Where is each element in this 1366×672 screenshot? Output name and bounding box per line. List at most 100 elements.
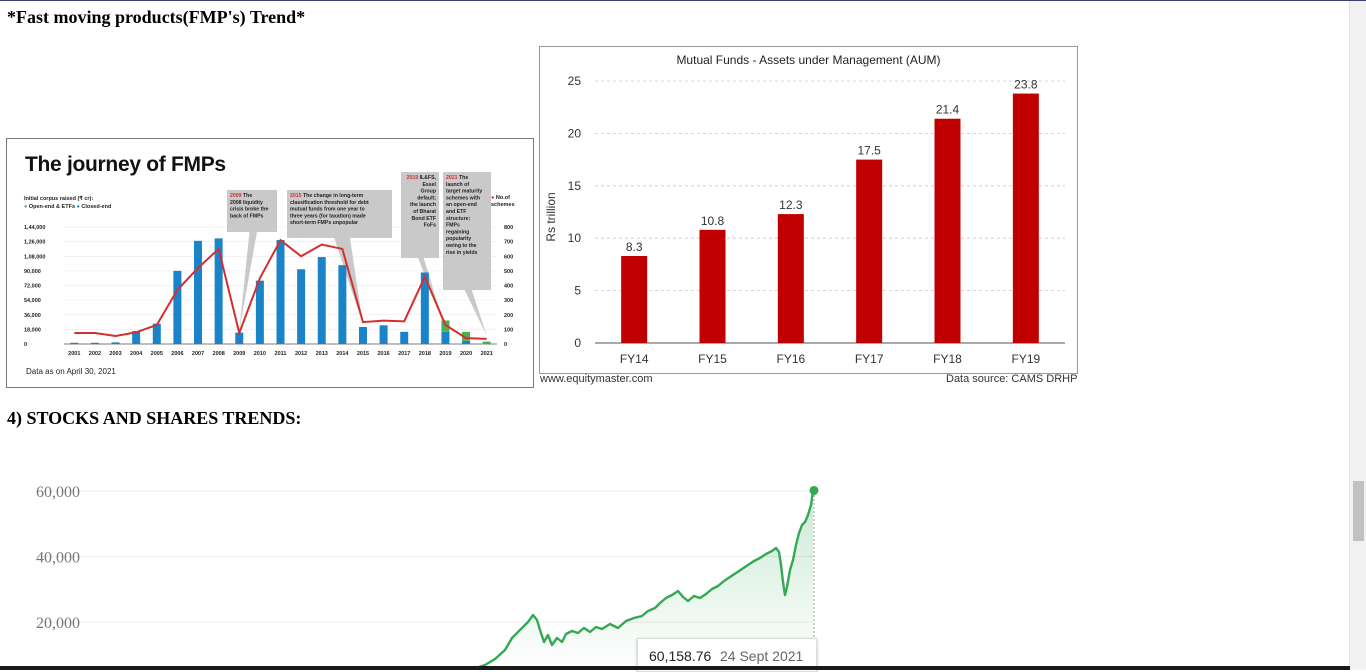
legend-open-label: Open-end & ETFs [28,204,75,210]
fmp-xtick: 2004 [130,351,143,357]
stock-ytick: 20,000 [36,615,80,632]
fmp-bar-closed [132,331,141,344]
fmp-xtick: 2008 [213,351,225,357]
aum-xtick: FY17 [855,352,884,366]
fmp-annotation-text: back of FMPs [230,213,264,219]
aum-bar [1012,93,1039,343]
aum-source-right: Data source: CAMS DRHP [946,373,1078,385]
fmp-xtick: 2011 [275,351,287,357]
fmp-annotation-text: of Bharat [413,209,436,215]
fmp-xtick: 2009 [233,351,245,357]
aum-ytick: 0 [574,336,581,350]
fmp-bar-closed [441,331,450,344]
fmp-bar-closed [420,272,429,344]
fmp-annotation-pointer [334,238,363,325]
fmp-annotation-text: structure; [446,216,470,222]
fmp-bar-closed [173,270,182,344]
aum-data-label: 10.8 [701,214,725,228]
fmp-annotation-box [227,190,277,232]
fmp-annotation-text: 2015 The change in long-term [290,193,364,199]
aum-xtick: FY19 [1011,352,1040,366]
fmp-bar-closed [90,342,99,344]
fmp-annotation-text: default; [417,195,436,201]
fmp-ytick-left: 36,000 [24,313,41,319]
fmp-annotation-pointer [239,232,257,331]
fmp-annotation-text: classification threshold for debt [290,200,369,206]
fmp-bar-open [482,341,491,344]
aum-xtick: FY16 [776,352,805,366]
fmp-annotation-text: Bond ETF [412,216,437,222]
fmp-ytick-right: 800 [504,225,513,231]
fmp-annotation-text: three years (for taxation) made [290,213,366,219]
aum-ylabel: Rs trillion [544,192,558,241]
fmp-xtick: 2003 [109,351,121,357]
aum-bar [621,256,648,343]
fmp-xtick: 2001 [68,351,80,357]
stock-area [470,491,813,670]
fmp-data-as-of: Data as on April 30, 2021 [26,367,116,376]
fmp-annotation-text: 2008 liquidity [230,200,263,206]
legend-schemes-line2: schemes [491,202,515,208]
fmp-xtick: 2017 [398,351,410,357]
fmp-ytick-right: 400 [504,284,513,290]
fmp-legend-title: Initial corpus raised (₹ cr): [24,196,94,202]
fmp-xtick: 2016 [377,351,389,357]
fmp-xtick: 2005 [151,351,163,357]
open-end-legend-dot-icon: ● [24,204,28,210]
stocks-heading: 4) STOCKS AND SHARES TRENDS: [7,408,302,428]
fmp-annotation-text: mutual funds from one year to [290,207,365,213]
fmp-xtick: 2002 [89,351,101,357]
tooltip-value: 60,158.76 [649,648,712,664]
aum-ytick: 10 [568,231,582,245]
fmp-chart-svg: 0 18,000 36,000 54,000 72,000 90,000 1,08,000 1… [24,172,513,357]
fmp-annotation-box [287,190,392,238]
page-scrollbar[interactable] [1349,1,1366,670]
fmp-ytick-right: 0 [504,342,507,348]
scrollbar-thumb[interactable] [1353,481,1364,541]
fmp-xtick: 2006 [171,351,183,357]
fmp-annotation-text: popularity [446,236,471,242]
stock-ytick: 60,000 [36,484,80,501]
fmp-bar-closed [276,240,285,344]
fmp-annotation-text: 2019 IL&FS, [407,175,437,181]
fmp-bar-closed [70,342,79,344]
fmp-xtick: 2014 [336,351,349,357]
aum-ytick: 20 [568,126,582,140]
aum-ytick: 15 [568,179,582,193]
fmp-annotation-text: rise in yields [446,250,478,256]
fmp-xtick: 2019 [439,351,451,357]
fmp-ytick-left: 1,44,000 [24,225,45,231]
fmp-ytick-right: 300 [504,298,513,304]
fmp-ytick-left: 54,000 [24,298,41,304]
fmp-annotation-text: target maturity [446,189,482,195]
aum-ytick: 25 [568,74,582,88]
schemes-legend-dot-icon: ● [491,195,495,201]
fmp-ytick-right: 200 [504,313,513,319]
aum-bar [777,214,804,343]
closed-end-legend-dot-icon: ● [76,204,80,210]
stock-ytick: 40,000 [36,550,80,567]
stock-chart-svg[interactable]: 20,000 40,000 60,000 [0,470,900,670]
aum-xtick: FY14 [620,352,649,366]
fmp-annotation-text: regaining [446,229,469,235]
fmp-xtick: 2015 [357,351,369,357]
fmp-bar-closed [297,269,306,344]
aum-xtick: FY15 [698,352,727,366]
fmp-xtick: 2012 [295,351,307,357]
fmp-schemes-line [74,238,487,340]
fmp-annotation-text: 2009 The [230,193,252,199]
fmp-xtick: 2013 [316,351,328,357]
fmp-bar-closed [194,240,203,344]
fmp-xtick: 2021 [481,351,493,357]
fmp-bar-closed [111,342,120,344]
aum-ytick: 5 [574,284,581,298]
fmp-annotation-text: FMPs [446,223,460,229]
aum-chart-svg: 0 5 10 15 20 25 Rs trillion 8.3 FY14 10.8 FY15 12.3… [544,74,1065,366]
fmp-ytick-left: 0 [24,342,27,348]
legend-schemes-line1: No.of [495,195,510,201]
fmp-bar-closed [400,331,409,344]
tooltip-date: 24 Sept 2021 [720,648,804,664]
fmp-annotation-text: crisis broke the [230,207,268,213]
legend-closed-label: Closed-end [81,204,112,210]
fmp-xtick: 2018 [419,351,431,357]
